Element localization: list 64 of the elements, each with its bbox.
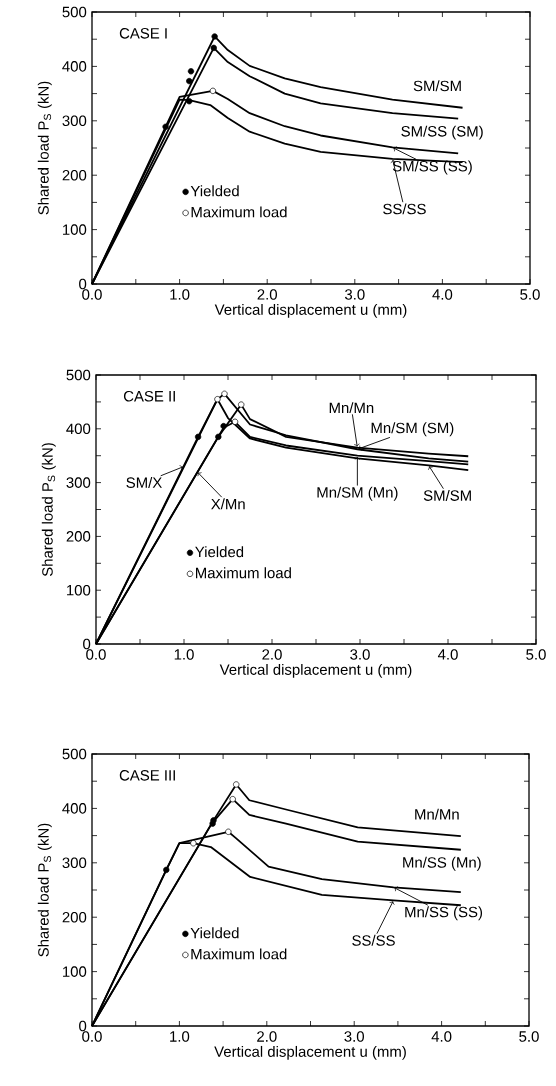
annotation: SM/X — [126, 476, 162, 488]
y-tick-label: 400 — [66, 423, 91, 435]
x-tick-label: 4.0 — [437, 649, 458, 660]
y-tick-label: 0 — [83, 638, 91, 650]
y-tick-label: 200 — [62, 911, 87, 923]
x-tick-label: 0.0 — [82, 289, 102, 300]
y-tick-label: 100 — [63, 966, 87, 977]
x-tick-label: 5.0 — [519, 1031, 539, 1042]
legend-label: Yielded — [190, 927, 239, 939]
x-tick-label: 4.0 — [431, 1031, 452, 1042]
legend-label: Yielded — [190, 185, 239, 197]
y-tick-label: 400 — [62, 61, 87, 72]
legend-label: Maximum load — [196, 567, 291, 579]
series-label: SM/SM — [423, 489, 471, 501]
text: Mn/Mn — [329, 402, 374, 414]
x-tick-label: 1.0 — [174, 649, 194, 660]
x-axis-title: Vertical displacement u (mm) — [214, 303, 407, 318]
y-tick-label: 500 — [66, 369, 91, 381]
y-axis-title: Shared load P$_{S}$ (kN) — [37, 81, 52, 215]
series-label: Mn/SS (Mn) — [403, 856, 481, 871]
x-tick-label: 2.0 — [262, 649, 282, 660]
series-label: SM/SM — [413, 80, 461, 92]
y-tick-label: 100 — [63, 224, 87, 235]
y-axis-title: Shared load P$_{S}$ (kN) — [41, 443, 56, 577]
y-tick-label: 0 — [79, 278, 87, 290]
x-tick-label: 5.0 — [520, 289, 540, 300]
x-tick-label: 2.0 — [257, 289, 277, 300]
legend-label: Maximum load — [191, 948, 287, 960]
series-label: Mn/Mn — [415, 808, 459, 820]
text: CASE III — [119, 770, 175, 781]
legend-label: Mn/SS (SS) — [405, 906, 483, 921]
annotation: X/Mn — [211, 498, 245, 510]
y-tick-label: 200 — [62, 169, 87, 181]
x-tick-label: 3.0 — [350, 649, 370, 660]
text: SS/SS — [352, 934, 395, 946]
y-tick-label: 500 — [62, 6, 87, 18]
legend-label: Maximum load — [191, 206, 287, 218]
y-tick-label: 100 — [67, 584, 91, 596]
x-tick-label: 3.0 — [344, 289, 365, 300]
x-tick-label: 3.0 — [344, 1031, 364, 1042]
y-tick-label: 200 — [66, 531, 91, 542]
x-tick-label: 1.0 — [170, 1031, 190, 1042]
legend-label: Yielded — [195, 546, 244, 558]
x-tick-label: 5.0 — [526, 649, 546, 660]
x-axis-title: Vertical displacement u (mm) — [219, 663, 412, 678]
series-label: SM/SS (SM) — [401, 125, 483, 140]
text: CASE I — [119, 28, 167, 39]
legend-label: Mn/SM (SM) — [371, 422, 454, 437]
x-tick-label: 4.0 — [432, 289, 453, 300]
y-tick-label: 300 — [66, 477, 91, 488]
y-tick-label: 500 — [62, 748, 87, 760]
y-tick-label: 0 — [79, 1020, 87, 1032]
text: SS/SS — [383, 203, 426, 215]
x-tick-label: 0.0 — [82, 1031, 102, 1042]
text: CASE II — [123, 390, 175, 402]
y-tick-label: 300 — [62, 857, 87, 869]
series-label: Mn/SM (Mn) — [317, 486, 398, 501]
y-axis-title: Shared load P$_{S}$ (kN) — [37, 823, 52, 957]
x-axis-title: Vertical displacement u (mm) — [214, 1045, 406, 1060]
x-tick-label: 0.0 — [86, 649, 106, 660]
y-tick-label: 400 — [62, 803, 87, 814]
x-tick-label: 2.0 — [257, 1031, 277, 1042]
y-tick-label: 300 — [62, 115, 87, 127]
x-tick-label: 1.0 — [170, 289, 190, 300]
